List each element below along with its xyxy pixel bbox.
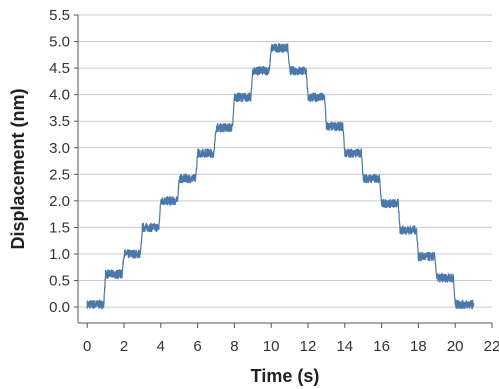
x-tick-label: 8 xyxy=(230,338,238,355)
x-tick-label: 12 xyxy=(300,338,317,355)
x-tick-label: 18 xyxy=(410,338,427,355)
x-tick-label: 10 xyxy=(263,338,280,355)
x-tick-labels: 0 2 4 6 8 10 12 14 16 18 20 22 xyxy=(83,323,499,355)
y-tick-label: 3.5 xyxy=(49,113,70,130)
x-tick-label: 2 xyxy=(120,338,128,355)
grid-lines xyxy=(78,14,492,308)
y-tick-label: 3.0 xyxy=(49,140,70,157)
y-tick-label: 2.5 xyxy=(49,166,70,183)
y-tick-label: 5.5 xyxy=(49,7,70,24)
y-tick-label: 4.5 xyxy=(49,60,70,77)
x-tick-label: 0 xyxy=(83,338,91,355)
y-tick-label: 4.0 xyxy=(49,87,70,104)
x-tick-label: 20 xyxy=(447,338,464,355)
x-tick-label: 6 xyxy=(193,338,201,355)
y-tick-labels: 0.0 0.5 1.0 1.5 2.0 2.5 3.0 3.5 4.0 4.5 5.0 5.5 xyxy=(49,7,78,316)
x-tick-label: 16 xyxy=(373,338,390,355)
y-tick-label: 0.5 xyxy=(49,273,70,290)
plot-area xyxy=(86,43,475,310)
y-tick-label: 1.5 xyxy=(49,219,70,236)
x-tick-label: 14 xyxy=(336,338,353,355)
x-tick-label: 22 xyxy=(484,338,499,355)
x-tick-label: 4 xyxy=(157,338,165,355)
y-axis-title: Displacement (nm) xyxy=(8,88,28,249)
y-tick-label: 1.0 xyxy=(49,246,70,263)
y-tick-label: 2.0 xyxy=(49,193,70,210)
x-axis-title: Time (s) xyxy=(251,366,320,386)
y-tick-label: 5.0 xyxy=(49,34,70,51)
displacement-trace xyxy=(86,43,475,310)
y-tick-label: 0.0 xyxy=(49,299,70,316)
